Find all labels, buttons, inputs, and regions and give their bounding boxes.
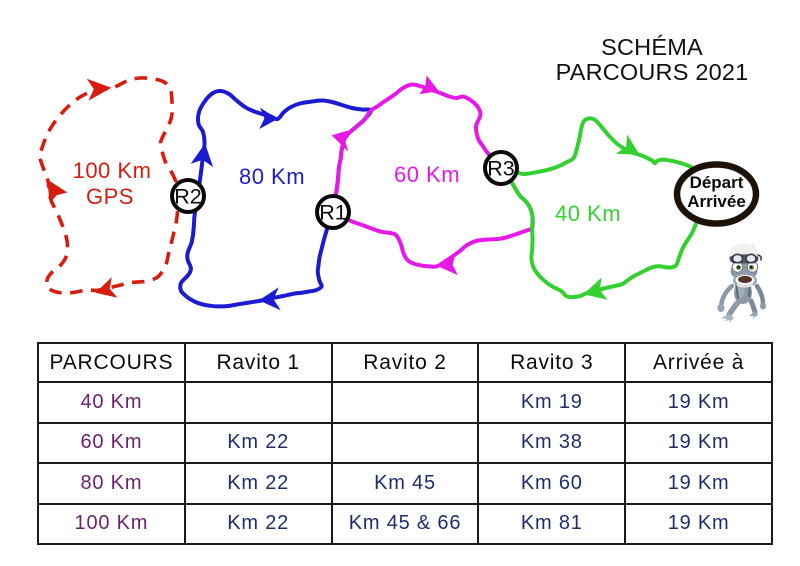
svg-text:Arrivée: Arrivée [687, 192, 746, 211]
svg-text:Départ: Départ [690, 173, 744, 192]
svg-text:R1: R1 [319, 201, 346, 225]
svg-text:R3: R3 [487, 157, 515, 181]
svg-text:R2: R2 [174, 185, 201, 209]
